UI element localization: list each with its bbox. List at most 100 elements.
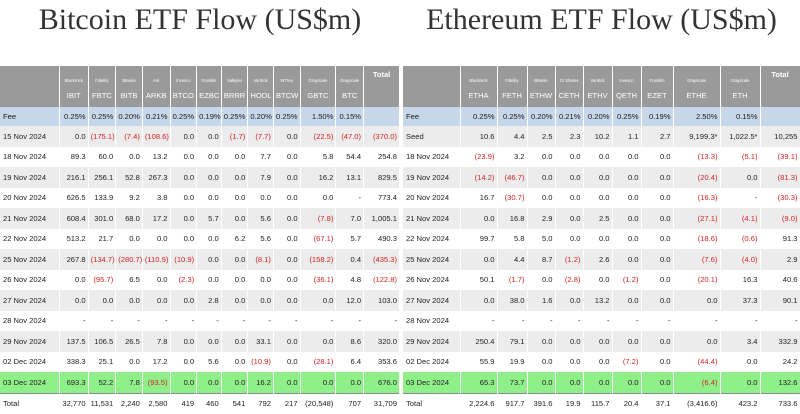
flow-cell: 0.0 [247, 269, 274, 290]
flow-cell: (7.4) [115, 126, 143, 147]
issuer-header-cell: Franklin [641, 66, 674, 84]
flow-cell: - [583, 310, 613, 331]
flow-cell: 3.2 [497, 146, 528, 167]
flow-cell: - [612, 310, 642, 331]
flow-cell: 0.0 [612, 228, 642, 249]
flow-cell: 0.0 [527, 187, 556, 208]
flow-cell: (22.5) [300, 126, 337, 147]
fee-cell: 0.19% [196, 107, 222, 126]
flow-cell: (108.6) [142, 126, 171, 147]
flow-cell: 5.0 [527, 228, 556, 249]
fee-cell: 0.15% [335, 107, 365, 126]
table-row: 20 Nov 2024 16.7 (30.7) 0.0 0.0 0.0 0.0 0.0 (16.… [403, 187, 800, 208]
flow-cell: 0.0 [527, 167, 556, 188]
flow-cell: 0.0 [641, 146, 674, 167]
date-cell: 29 Nov 2024 [0, 331, 60, 352]
date-cell: 21 Nov 2024 [0, 208, 60, 229]
flow-cell: 25.1 [88, 351, 117, 372]
issuer-header-cell: 21 Shares [555, 66, 584, 84]
flow-cell: 0.0 [720, 351, 761, 372]
issuer-header-cell: Franklin [196, 66, 222, 84]
flow-cell: 0.0 [273, 372, 301, 393]
flow-cell: - [273, 310, 301, 331]
flow-cell: 55.9 [460, 351, 498, 372]
flow-cell: (6.4) [673, 372, 721, 393]
flow-cell: 0.0 [196, 146, 222, 167]
flow-cell: 0.0 [527, 331, 556, 352]
row-total-cell: (122.8) [363, 269, 400, 290]
flow-cell: 0.0 [196, 126, 222, 147]
date-cell: 03 Dec 2024 [0, 372, 60, 393]
flow-cell: 0.0 [170, 146, 198, 167]
table-row: 28 Nov 2024- - - - - - - - - - [403, 310, 800, 331]
issuer-header-cell: Grayscale [673, 66, 721, 84]
date-cell: 02 Dec 2024 [0, 351, 60, 372]
flow-cell: (20.4) [673, 167, 721, 188]
flow-cell: 7.9 [247, 167, 274, 188]
flow-cell: (93.5) [142, 372, 171, 393]
flow-cell: 0.0 [170, 228, 198, 249]
flow-cell: 2.5 [583, 208, 613, 229]
column-total-cell: 460 [196, 392, 222, 414]
flow-cell: - [59, 310, 89, 331]
flow-cell: 338.3 [59, 351, 89, 372]
flow-cell: 0.0 [273, 167, 301, 188]
flow-cell: 133.9 [88, 187, 117, 208]
fee-cell: 0.20% [115, 107, 143, 126]
flow-cell: 0.0 [273, 249, 301, 270]
flow-cell: 0.0 [221, 208, 249, 229]
row-total-cell: 254.8 [363, 146, 400, 167]
flow-cell: (2.8) [555, 269, 584, 290]
flow-cell: 0.0 [612, 187, 642, 208]
flow-cell: - [170, 310, 198, 331]
date-cell: Seed [403, 126, 461, 147]
column-total-cell: 2,240 [115, 392, 143, 414]
flow-cell: 0.0 [142, 269, 171, 290]
issuer-header-cell: Valkyrie [221, 66, 249, 84]
flow-cell: 1,022.5* [720, 126, 761, 147]
row-total-cell: 332.9 [760, 331, 800, 352]
flow-cell: - [720, 310, 761, 331]
flow-cell: (1.2) [612, 269, 642, 290]
row-total-cell: 10,255 [760, 126, 800, 147]
date-cell: 28 Nov 2024 [403, 310, 461, 331]
flow-cell: - [247, 310, 274, 331]
column-total-cell: 217 [273, 392, 301, 414]
header-corner-cell [0, 66, 60, 84]
date-cell: 20 Nov 2024 [403, 187, 461, 208]
flow-cell: - [673, 310, 721, 331]
flow-cell: - [641, 310, 674, 331]
flow-cell: 17.2 [142, 208, 171, 229]
flow-cell: 0.0 [221, 290, 249, 311]
flow-cell: 21.7 [88, 228, 117, 249]
flow-cell: 267.3 [142, 167, 171, 188]
flow-cell: 0.0 [555, 146, 584, 167]
issuer-header-cell: Grayscale [335, 66, 365, 84]
ticker-header-cell: GBTC [300, 84, 337, 107]
flow-cell: (23.9) [460, 146, 498, 167]
column-total-cell: 11,531 [88, 392, 117, 414]
flow-cell: 50.1 [460, 269, 498, 290]
date-cell: 27 Nov 2024 [0, 290, 60, 311]
ticker-header-cell: EZET [641, 84, 674, 107]
flow-cell: 693.3 [59, 372, 89, 393]
flow-cell: 2.3 [555, 126, 584, 147]
flow-cell: 0.0 [170, 331, 198, 352]
total-label: Total [403, 392, 461, 414]
flow-cell: 0.0 [142, 228, 171, 249]
column-total-cell: 917.7 [497, 392, 528, 414]
date-cell: 22 Nov 2024 [0, 228, 60, 249]
flow-cell: 0.0 [300, 372, 337, 393]
date-cell: 18 Nov 2024 [0, 146, 60, 167]
flow-cell: - [497, 310, 528, 331]
flow-cell: 0.0 [555, 331, 584, 352]
flow-cell: 13.2 [583, 290, 613, 311]
fee-cell: 0.20% [527, 107, 556, 126]
flow-cell: - [527, 310, 556, 331]
flow-cell: 0.0 [641, 372, 674, 393]
flow-cell: (13.3) [673, 146, 721, 167]
column-total-cell: 19.9 [555, 392, 584, 414]
flow-cell: 0.0 [641, 290, 674, 311]
flow-cell: 0.0 [527, 372, 556, 393]
flow-cell: 0.0 [583, 351, 613, 372]
